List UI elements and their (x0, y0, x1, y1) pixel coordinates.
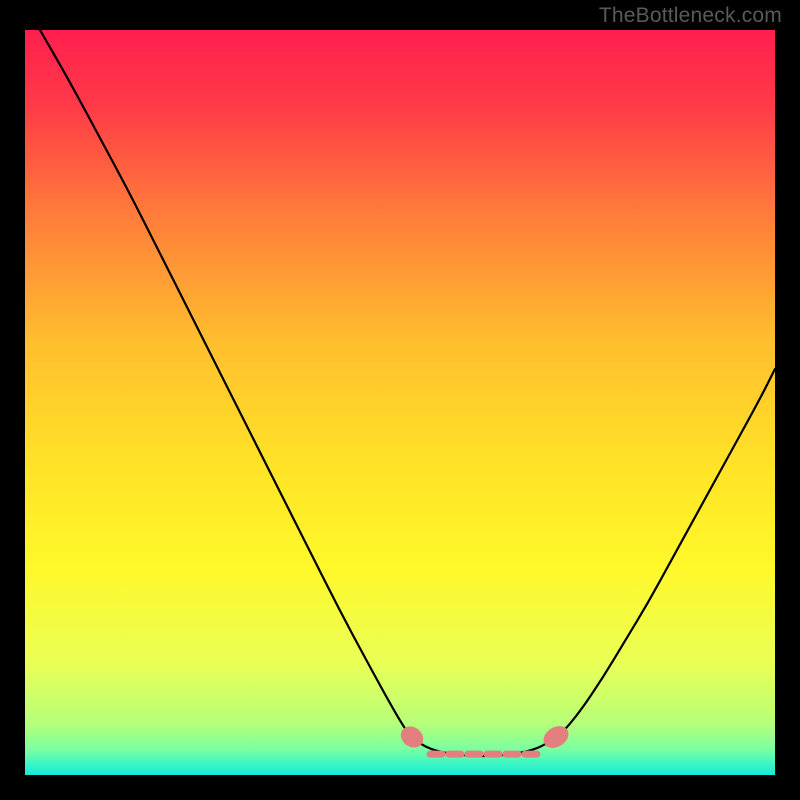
watermark-text: TheBottleneck.com (599, 4, 782, 28)
heatmap-background (25, 30, 775, 775)
bottleneck-curve-chart (25, 30, 775, 775)
chart-frame (25, 30, 775, 775)
chart-svg (25, 30, 775, 775)
